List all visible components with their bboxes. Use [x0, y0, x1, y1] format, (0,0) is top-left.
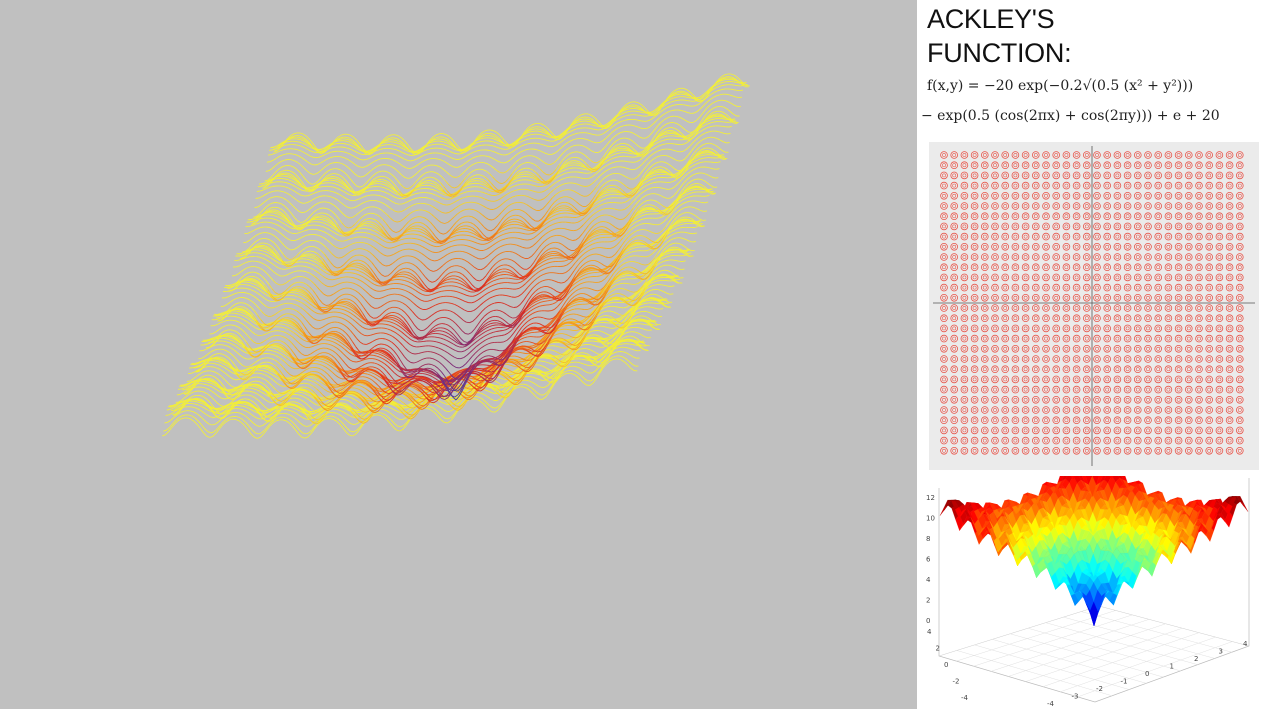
surface-mesh: [939, 452, 1249, 627]
x-tick-label: 3: [1219, 648, 1223, 656]
z-tick-label: 6: [926, 556, 931, 564]
z-tick-label: 12: [926, 494, 935, 502]
z-tick-label: 8: [926, 535, 930, 543]
contour-plot: [929, 142, 1259, 470]
x-tick-label: 1: [1170, 663, 1174, 671]
formula-line-2: − exp(0.5 (cos(2πx) + cos(2πy))) + e + 2…: [921, 108, 1220, 124]
surface-plot-box: [938, 478, 1250, 703]
x-tick-label: 2: [1194, 655, 1198, 663]
x-tick-label: 0: [1145, 670, 1149, 678]
z-tick-label: 4: [926, 576, 931, 584]
contour-plot-canvas: [933, 146, 1255, 466]
z-tick-label: 2: [926, 597, 930, 605]
wireframe-surface: [162, 73, 750, 439]
y-tick-label: 0: [944, 661, 948, 669]
title-line-2: FUNCTION:: [927, 38, 1072, 68]
y-tick-label: 2: [936, 645, 940, 653]
wireframe-lines: [162, 73, 750, 439]
x-tick-label: -3: [1072, 693, 1079, 701]
surface-plot: 12 10 8 6 4 2 0 4 2 0 -2 -4 -4 -3 -2 -1 0 1 2 3 4: [919, 452, 1261, 708]
contour-rings: [940, 151, 1244, 455]
ackley-wireframe-plot: [0, 0, 917, 709]
x-tick-label: -4: [1047, 700, 1055, 708]
x-tick-label: 4: [1243, 640, 1248, 648]
formula-line-1: f(x,y) = −20 exp(−0.2√(0.5 (x² + y²))): [927, 78, 1194, 94]
x-tick-label: -2: [1096, 685, 1103, 693]
side-panel: ACKLEY'S FUNCTION: f(x,y) = −20 exp(−0.2…: [917, 0, 1263, 709]
y-tick-label: 4: [927, 628, 932, 636]
x-tick-label: -1: [1121, 678, 1128, 686]
z-tick-label: 0: [926, 617, 930, 625]
y-tick-label: -4: [961, 694, 969, 702]
y-tick-label: -2: [953, 678, 960, 686]
z-tick-label: 10: [926, 515, 935, 523]
title-line-1: ACKLEY'S: [927, 4, 1055, 34]
